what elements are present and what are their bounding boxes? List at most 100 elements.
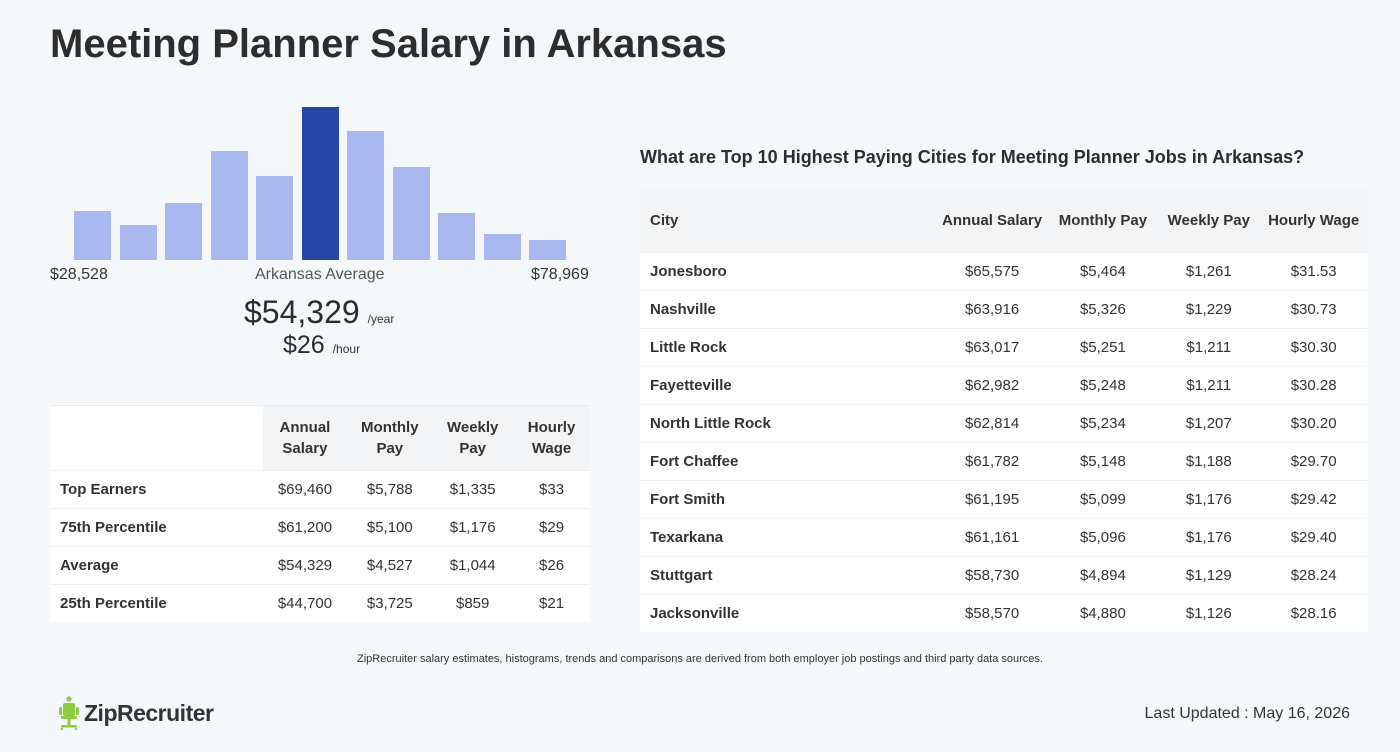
city-name: Fort Chaffee [640,442,937,481]
table-header-row: Annual Salary Monthly Pay Weekly Pay Hou… [50,405,590,471]
table-row: Nashville $63,916 $5,326 $1,229 $30.73 [640,290,1368,329]
weekly-pay-cell: $1,211 [1158,328,1260,367]
weekly-pay-cell: $1,335 [432,470,514,509]
histogram-bar [74,211,111,260]
city-name: North Little Rock [640,404,937,443]
annual-salary-cell: $61,161 [936,518,1048,557]
table-row: Little Rock $63,017 $5,251 $1,211 $30.30 [640,328,1368,367]
monthly-pay-cell: $5,251 [1047,328,1159,367]
city-name: Texarkana [640,518,937,557]
header-weekly-pay: Weekly Pay [1158,188,1260,253]
weekly-pay-cell: $1,207 [1158,404,1260,443]
annual-salary-cell: $54,329 [262,546,348,585]
monthly-pay-cell: $4,894 [1047,556,1159,595]
monthly-pay-cell: $5,326 [1047,290,1159,329]
average-hourly-wage: $26/hour [283,331,360,360]
hourly-wage-cell: $29.40 [1259,518,1368,557]
annual-salary-cell: $61,200 [262,508,348,547]
weekly-pay-cell: $1,176 [1158,518,1260,557]
histogram-bar [438,213,475,260]
hourly-wage-cell: $30.20 [1259,404,1368,443]
monthly-pay-cell: $5,099 [1047,480,1159,519]
table-row: Texarkana $61,161 $5,096 $1,176 $29.40 [640,518,1368,557]
table-row: Fort Chaffee $61,782 $5,148 $1,188 $29.70 [640,442,1368,481]
monthly-pay-cell: $5,234 [1047,404,1159,443]
weekly-pay-cell: $1,211 [1158,366,1260,405]
percentile-table: Annual Salary Monthly Pay Weekly Pay Hou… [50,405,590,622]
header-hourly-wage: Hourly Wage [513,405,590,471]
row-label: 75th Percentile [50,508,263,547]
histogram-bar [392,167,430,260]
city-name: Fort Smith [640,480,937,519]
hourly-wage-cell: $28.16 [1259,594,1368,632]
header-monthly-pay: Monthly Pay [1047,188,1159,253]
row-label: Average [50,546,263,585]
table-row: Jacksonville $58,570 $4,880 $1,126 $28.16 [640,594,1368,632]
header-hourly-wage: Hourly Wage [1259,188,1368,253]
histogram-bar [210,151,248,260]
histogram-max-label: $78,969 [531,266,589,283]
hourly-wage-cell: $30.28 [1259,366,1368,405]
weekly-pay-cell: $1,176 [1158,480,1260,519]
weekly-pay-cell: $1,044 [432,546,514,585]
annual-value: $54,329 [244,294,360,330]
table-row: 75th Percentile $61,200 $5,100 $1,176 $29 [50,508,590,547]
hourly-wage-cell: $29 [513,508,590,547]
annual-salary-cell: $65,575 [936,252,1048,291]
hourly-wage-cell: $29.70 [1259,442,1368,481]
city-name: Fayetteville [640,366,937,405]
annual-salary-cell: $63,916 [936,290,1048,329]
monthly-pay-cell: $5,788 [347,470,433,509]
table-row: 25th Percentile $44,700 $3,725 $859 $21 [50,584,590,622]
annual-salary-cell: $62,814 [936,404,1048,443]
monthly-pay-cell: $5,248 [1047,366,1159,405]
row-label: Top Earners [50,470,263,509]
city-name: Stuttgart [640,556,937,595]
hourly-wage-cell: $33 [513,470,590,509]
header-weekly-pay: Weekly Pay [432,405,514,471]
monthly-pay-cell: $5,100 [347,508,433,547]
histogram-average-label: Arkansas Average [255,266,385,283]
data-disclaimer: ZipRecruiter salary estimates, histogram… [357,653,1043,665]
annual-salary-cell: $63,017 [936,328,1048,367]
average-annual-salary: $54,329/year [244,294,394,331]
header-annual-salary: Annual Salary [936,188,1048,253]
histogram-min-label: $28,528 [50,266,108,283]
weekly-pay-cell: $859 [432,584,514,622]
annual-salary-cell: $61,195 [936,480,1048,519]
row-label: 25th Percentile [50,584,263,622]
histogram-bar [529,240,566,260]
weekly-pay-cell: $1,129 [1158,556,1260,595]
logo-text: ZipRecruiter [84,699,214,726]
page-title: Meeting Planner Salary in Arkansas [50,22,727,66]
table-row: North Little Rock $62,814 $5,234 $1,207 $30.… [640,404,1368,443]
city-name: Nashville [640,290,937,329]
table-row: Fort Smith $61,195 $5,099 $1,176 $29.42 [640,480,1368,519]
monthly-pay-cell: $4,527 [347,546,433,585]
weekly-pay-cell: $1,188 [1158,442,1260,481]
table-row: Fayetteville $62,982 $5,248 $1,211 $30.28 [640,366,1368,405]
salary-histogram [50,100,590,260]
hourly-wage-cell: $31.53 [1259,252,1368,291]
annual-salary-cell: $58,730 [936,556,1048,595]
annual-unit: /year [367,312,395,326]
histogram-bar [165,203,202,260]
hourly-wage-cell: $29.42 [1259,480,1368,519]
histogram-bar [119,225,157,260]
annual-salary-cell: $61,782 [936,442,1048,481]
annual-salary-cell: $62,982 [936,366,1048,405]
monthly-pay-cell: $5,464 [1047,252,1159,291]
hourly-wage-cell: $30.73 [1259,290,1368,329]
city-name: Jacksonville [640,594,937,632]
histogram-bar [483,234,521,260]
chair-icon [59,696,79,730]
header-city: City [640,188,937,253]
annual-salary-cell: $69,460 [262,470,348,509]
top-cities-table: City Annual Salary Monthly Pay Weekly Pa… [640,188,1368,632]
monthly-pay-cell: $4,880 [1047,594,1159,632]
annual-salary-cell: $58,570 [936,594,1048,632]
ziprecruiter-logo[interactable]: ZipRecruiter [58,696,214,730]
city-name: Little Rock [640,328,937,367]
cities-title: What are Top 10 Highest Paying Cities fo… [640,147,1305,167]
histogram-bar [347,131,384,260]
